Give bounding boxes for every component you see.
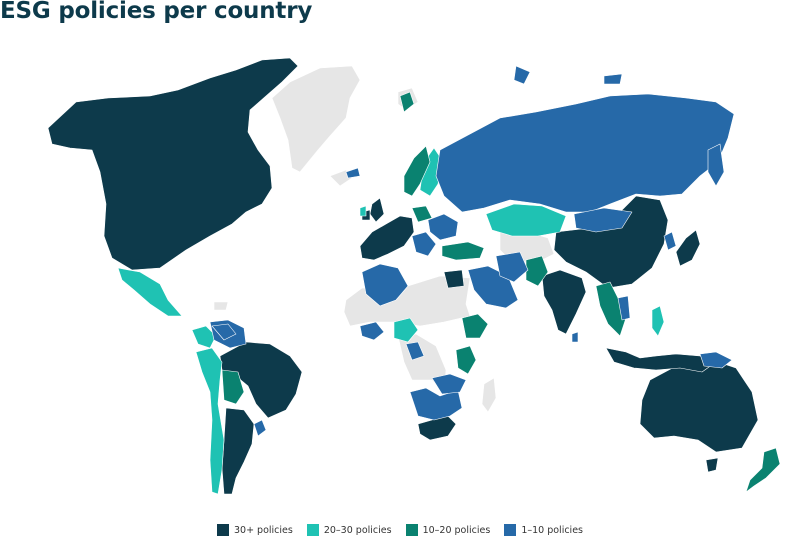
region-mongolia[interactable] — [573, 207, 633, 233]
region-ethiopia[interactable] — [461, 313, 489, 339]
region-egypt-area[interactable] — [443, 269, 465, 289]
legend-swatch-10-20 — [405, 524, 418, 536]
region-southeast-asia-green[interactable] — [595, 281, 627, 337]
region-western-europe[interactable] — [359, 215, 415, 261]
region-kamchatka[interactable] — [707, 143, 725, 187]
region-vietnam-blue[interactable] — [617, 295, 631, 321]
region-peru-chile[interactable] — [195, 347, 225, 495]
legend-label-30-plus: 30+ policies — [233, 524, 293, 536]
region-hawaii-islands-blue[interactable] — [345, 167, 361, 179]
region-iberia-islands-teal[interactable] — [359, 205, 367, 217]
legend-swatch-30-plus — [216, 524, 229, 536]
page-title: ESG policies per country — [0, 0, 313, 24]
region-east-africa-blue[interactable] — [431, 373, 467, 395]
region-argentina[interactable] — [221, 407, 255, 495]
region-greenland[interactable] — [271, 65, 361, 173]
region-east-africa-green[interactable] — [455, 345, 477, 375]
region-new-zealand[interactable] — [745, 447, 781, 493]
legend-item-30-plus: 30+ policies — [216, 524, 293, 536]
legend-item-1-10: 1–10 policies — [504, 524, 583, 536]
region-indonesia[interactable] — [605, 347, 717, 373]
region-poland-area-green[interactable] — [411, 205, 433, 223]
region-kazakhstan[interactable] — [485, 203, 567, 237]
region-north-america[interactable] — [47, 57, 299, 271]
region-svalbard-green[interactable] — [399, 91, 415, 113]
region-norway-sweden[interactable] — [403, 145, 431, 197]
region-south-africa[interactable] — [417, 415, 457, 441]
region-angola-blue[interactable] — [405, 341, 425, 361]
region-iran[interactable] — [495, 251, 529, 283]
legend-label-10-20: 10–20 policies — [422, 524, 491, 536]
region-north-africa-blue[interactable] — [361, 263, 409, 307]
region-pakistan[interactable] — [525, 255, 549, 287]
region-russia[interactable] — [435, 93, 735, 213]
region-russia-islands[interactable] — [513, 65, 623, 85]
region-bolivia-paraguay[interactable] — [221, 369, 245, 405]
legend-swatch-1-10 — [504, 524, 517, 536]
region-madagascar[interactable] — [481, 377, 497, 413]
legend-swatch-20-30 — [306, 524, 319, 536]
region-tasmania[interactable] — [705, 457, 719, 473]
legend-label-1-10: 1–10 policies — [521, 524, 583, 536]
region-australia[interactable] — [639, 359, 759, 453]
region-korea[interactable] — [663, 231, 677, 251]
region-uk[interactable] — [369, 197, 385, 223]
region-india[interactable] — [541, 269, 587, 335]
region-eastern-europe-blue[interactable] — [427, 213, 459, 241]
region-central-america-teal[interactable] — [191, 325, 217, 349]
legend-label-20-30: 20–30 policies — [323, 524, 392, 536]
region-japan[interactable] — [675, 229, 701, 267]
legend-item-10-20: 10–20 policies — [405, 524, 491, 536]
world-map — [47, 57, 781, 495]
legend-item-20-30: 20–30 policies — [306, 524, 392, 536]
region-southern-africa-blue[interactable] — [409, 387, 463, 421]
region-west-africa-blue[interactable] — [359, 321, 385, 341]
region-nigeria[interactable] — [393, 317, 419, 343]
region-caribbean-blue[interactable] — [211, 323, 237, 341]
region-turkey[interactable] — [441, 241, 485, 261]
region-mexico[interactable] — [117, 267, 183, 317]
region-balkans-blue[interactable] — [411, 231, 437, 257]
region-sri-lanka-area[interactable] — [571, 331, 579, 343]
region-uruguay-blue[interactable] — [253, 419, 267, 437]
region-antarctic-islands-grey[interactable] — [213, 301, 229, 311]
legend: 30+ policies 20–30 policies 10–20 polici… — [0, 524, 800, 536]
region-papua-blue[interactable] — [699, 351, 733, 369]
region-philippines[interactable] — [651, 305, 665, 337]
